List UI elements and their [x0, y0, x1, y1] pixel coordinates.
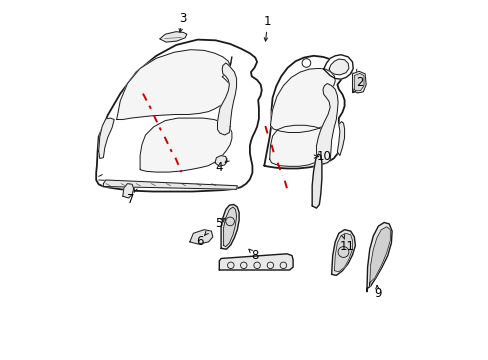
- Polygon shape: [140, 118, 231, 172]
- Polygon shape: [270, 68, 337, 132]
- Polygon shape: [337, 122, 344, 156]
- Polygon shape: [122, 184, 133, 198]
- Polygon shape: [334, 233, 352, 272]
- Text: 4: 4: [215, 161, 223, 174]
- Polygon shape: [323, 55, 352, 79]
- Polygon shape: [316, 84, 337, 164]
- Text: 10: 10: [316, 150, 330, 163]
- Polygon shape: [103, 180, 237, 189]
- Polygon shape: [223, 207, 236, 247]
- Polygon shape: [160, 32, 186, 42]
- Polygon shape: [99, 118, 114, 158]
- Text: 5: 5: [215, 217, 223, 230]
- Text: 11: 11: [339, 240, 354, 253]
- Text: 1: 1: [264, 15, 271, 28]
- Polygon shape: [311, 154, 321, 208]
- Polygon shape: [366, 222, 391, 292]
- Text: 9: 9: [373, 287, 381, 300]
- Polygon shape: [269, 125, 329, 166]
- Polygon shape: [352, 71, 366, 93]
- Polygon shape: [189, 230, 212, 244]
- Text: 7: 7: [127, 193, 135, 206]
- Polygon shape: [96, 40, 261, 192]
- Polygon shape: [117, 50, 231, 120]
- Text: 2: 2: [355, 76, 363, 89]
- Polygon shape: [369, 227, 389, 286]
- Polygon shape: [328, 59, 348, 75]
- Text: 3: 3: [179, 12, 186, 24]
- Polygon shape: [215, 156, 227, 166]
- Polygon shape: [217, 63, 236, 135]
- Polygon shape: [221, 204, 239, 249]
- Polygon shape: [331, 230, 355, 275]
- Text: 6: 6: [195, 235, 203, 248]
- Polygon shape: [264, 56, 344, 168]
- Text: 8: 8: [251, 249, 259, 262]
- Polygon shape: [219, 254, 292, 270]
- Polygon shape: [354, 73, 363, 91]
